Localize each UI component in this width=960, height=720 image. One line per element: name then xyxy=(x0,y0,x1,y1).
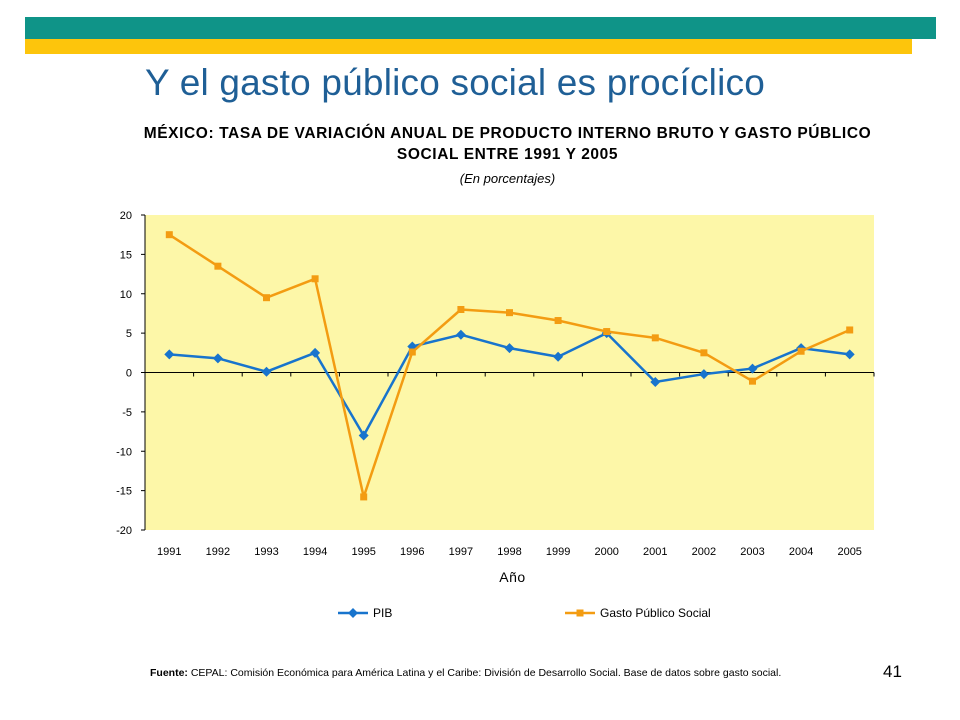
x-tick-label: 1992 xyxy=(206,546,230,558)
data-point-gasto-p-blico-social xyxy=(603,328,611,336)
x-tick-label: 2005 xyxy=(837,546,861,558)
data-point-gasto-p-blico-social xyxy=(797,347,805,355)
data-point-pib xyxy=(844,349,855,360)
y-tick-label: -20 xyxy=(116,525,132,537)
data-point-pib xyxy=(698,369,709,380)
source-label: Fuente: xyxy=(150,667,188,679)
slide-title: Y el gasto público social es procíclico xyxy=(145,62,765,103)
x-tick-label: 1997 xyxy=(449,546,473,558)
x-tick-label: 1994 xyxy=(303,546,327,558)
data-point-pib xyxy=(747,363,758,374)
data-point-gasto-p-blico-social xyxy=(165,231,173,239)
y-tick-label: 20 xyxy=(120,210,132,222)
legend-label: PIB xyxy=(373,606,392,620)
y-tick-label: -10 xyxy=(116,446,132,458)
data-point-pib xyxy=(310,347,321,358)
x-tick-label: 2002 xyxy=(692,546,716,558)
data-point-pib xyxy=(164,349,175,360)
source-note: Fuente: CEPAL: Comisión Económica para A… xyxy=(150,667,781,679)
chart-title: MÉXICO: TASA DE VARIACIÓN ANUAL DE PRODU… xyxy=(143,125,872,163)
x-tick-label: 1995 xyxy=(351,546,375,558)
header-yellow-bar xyxy=(25,39,912,54)
x-tick-label: 1998 xyxy=(497,546,521,558)
x-tick-label: 2001 xyxy=(643,546,667,558)
y-tick-label: -15 xyxy=(116,486,132,498)
y-tick-label: 15 xyxy=(120,249,132,261)
x-tick-label: 1999 xyxy=(546,546,570,558)
data-point-gasto-p-blico-social xyxy=(263,294,270,302)
data-point-gasto-p-blico-social xyxy=(651,334,659,342)
data-point-pib xyxy=(358,430,369,441)
legend-label: Gasto Público Social xyxy=(600,606,711,620)
data-point-gasto-p-blico-social xyxy=(554,317,562,325)
data-point-pib xyxy=(261,366,272,377)
data-point-gasto-p-blico-social xyxy=(457,306,465,313)
data-point-gasto-p-blico-social xyxy=(700,349,708,357)
y-tick-label: 0 xyxy=(126,368,132,380)
data-point-pib xyxy=(504,343,515,354)
data-point-gasto-p-blico-social xyxy=(408,348,416,356)
data-point-gasto-p-blico-social xyxy=(846,326,854,334)
y-tick-label: 10 xyxy=(120,289,132,301)
x-tick-label: 1996 xyxy=(400,546,424,558)
data-point-pib xyxy=(212,353,223,364)
page-number: 41 xyxy=(883,662,902,681)
x-tick-label: 2000 xyxy=(594,546,618,558)
data-point-gasto-p-blico-social xyxy=(749,377,756,385)
y-tick-label: -5 xyxy=(122,407,132,419)
data-point-pib xyxy=(455,329,466,340)
x-tick-label: 2004 xyxy=(789,546,813,558)
y-tick-label: 5 xyxy=(126,328,132,340)
data-point-pib xyxy=(553,351,564,362)
data-point-pib xyxy=(348,608,358,618)
chart-subtitle: (En porcentajes) xyxy=(459,171,556,186)
data-point-gasto-p-blico-social xyxy=(506,309,513,317)
data-point-gasto-p-blico-social xyxy=(576,609,584,617)
header-teal-bar xyxy=(25,17,936,39)
x-tick-label: 1993 xyxy=(254,546,278,558)
x-tick-label: 2003 xyxy=(740,546,764,558)
data-point-gasto-p-blico-social xyxy=(311,275,319,283)
data-point-pib xyxy=(650,376,661,387)
x-axis-title: Año xyxy=(499,569,525,585)
data-point-gasto-p-blico-social xyxy=(360,493,368,501)
x-tick-label: 1991 xyxy=(157,546,181,558)
source-text: CEPAL: Comisión Económica para América L… xyxy=(190,667,782,679)
data-point-gasto-p-blico-social xyxy=(214,262,222,270)
